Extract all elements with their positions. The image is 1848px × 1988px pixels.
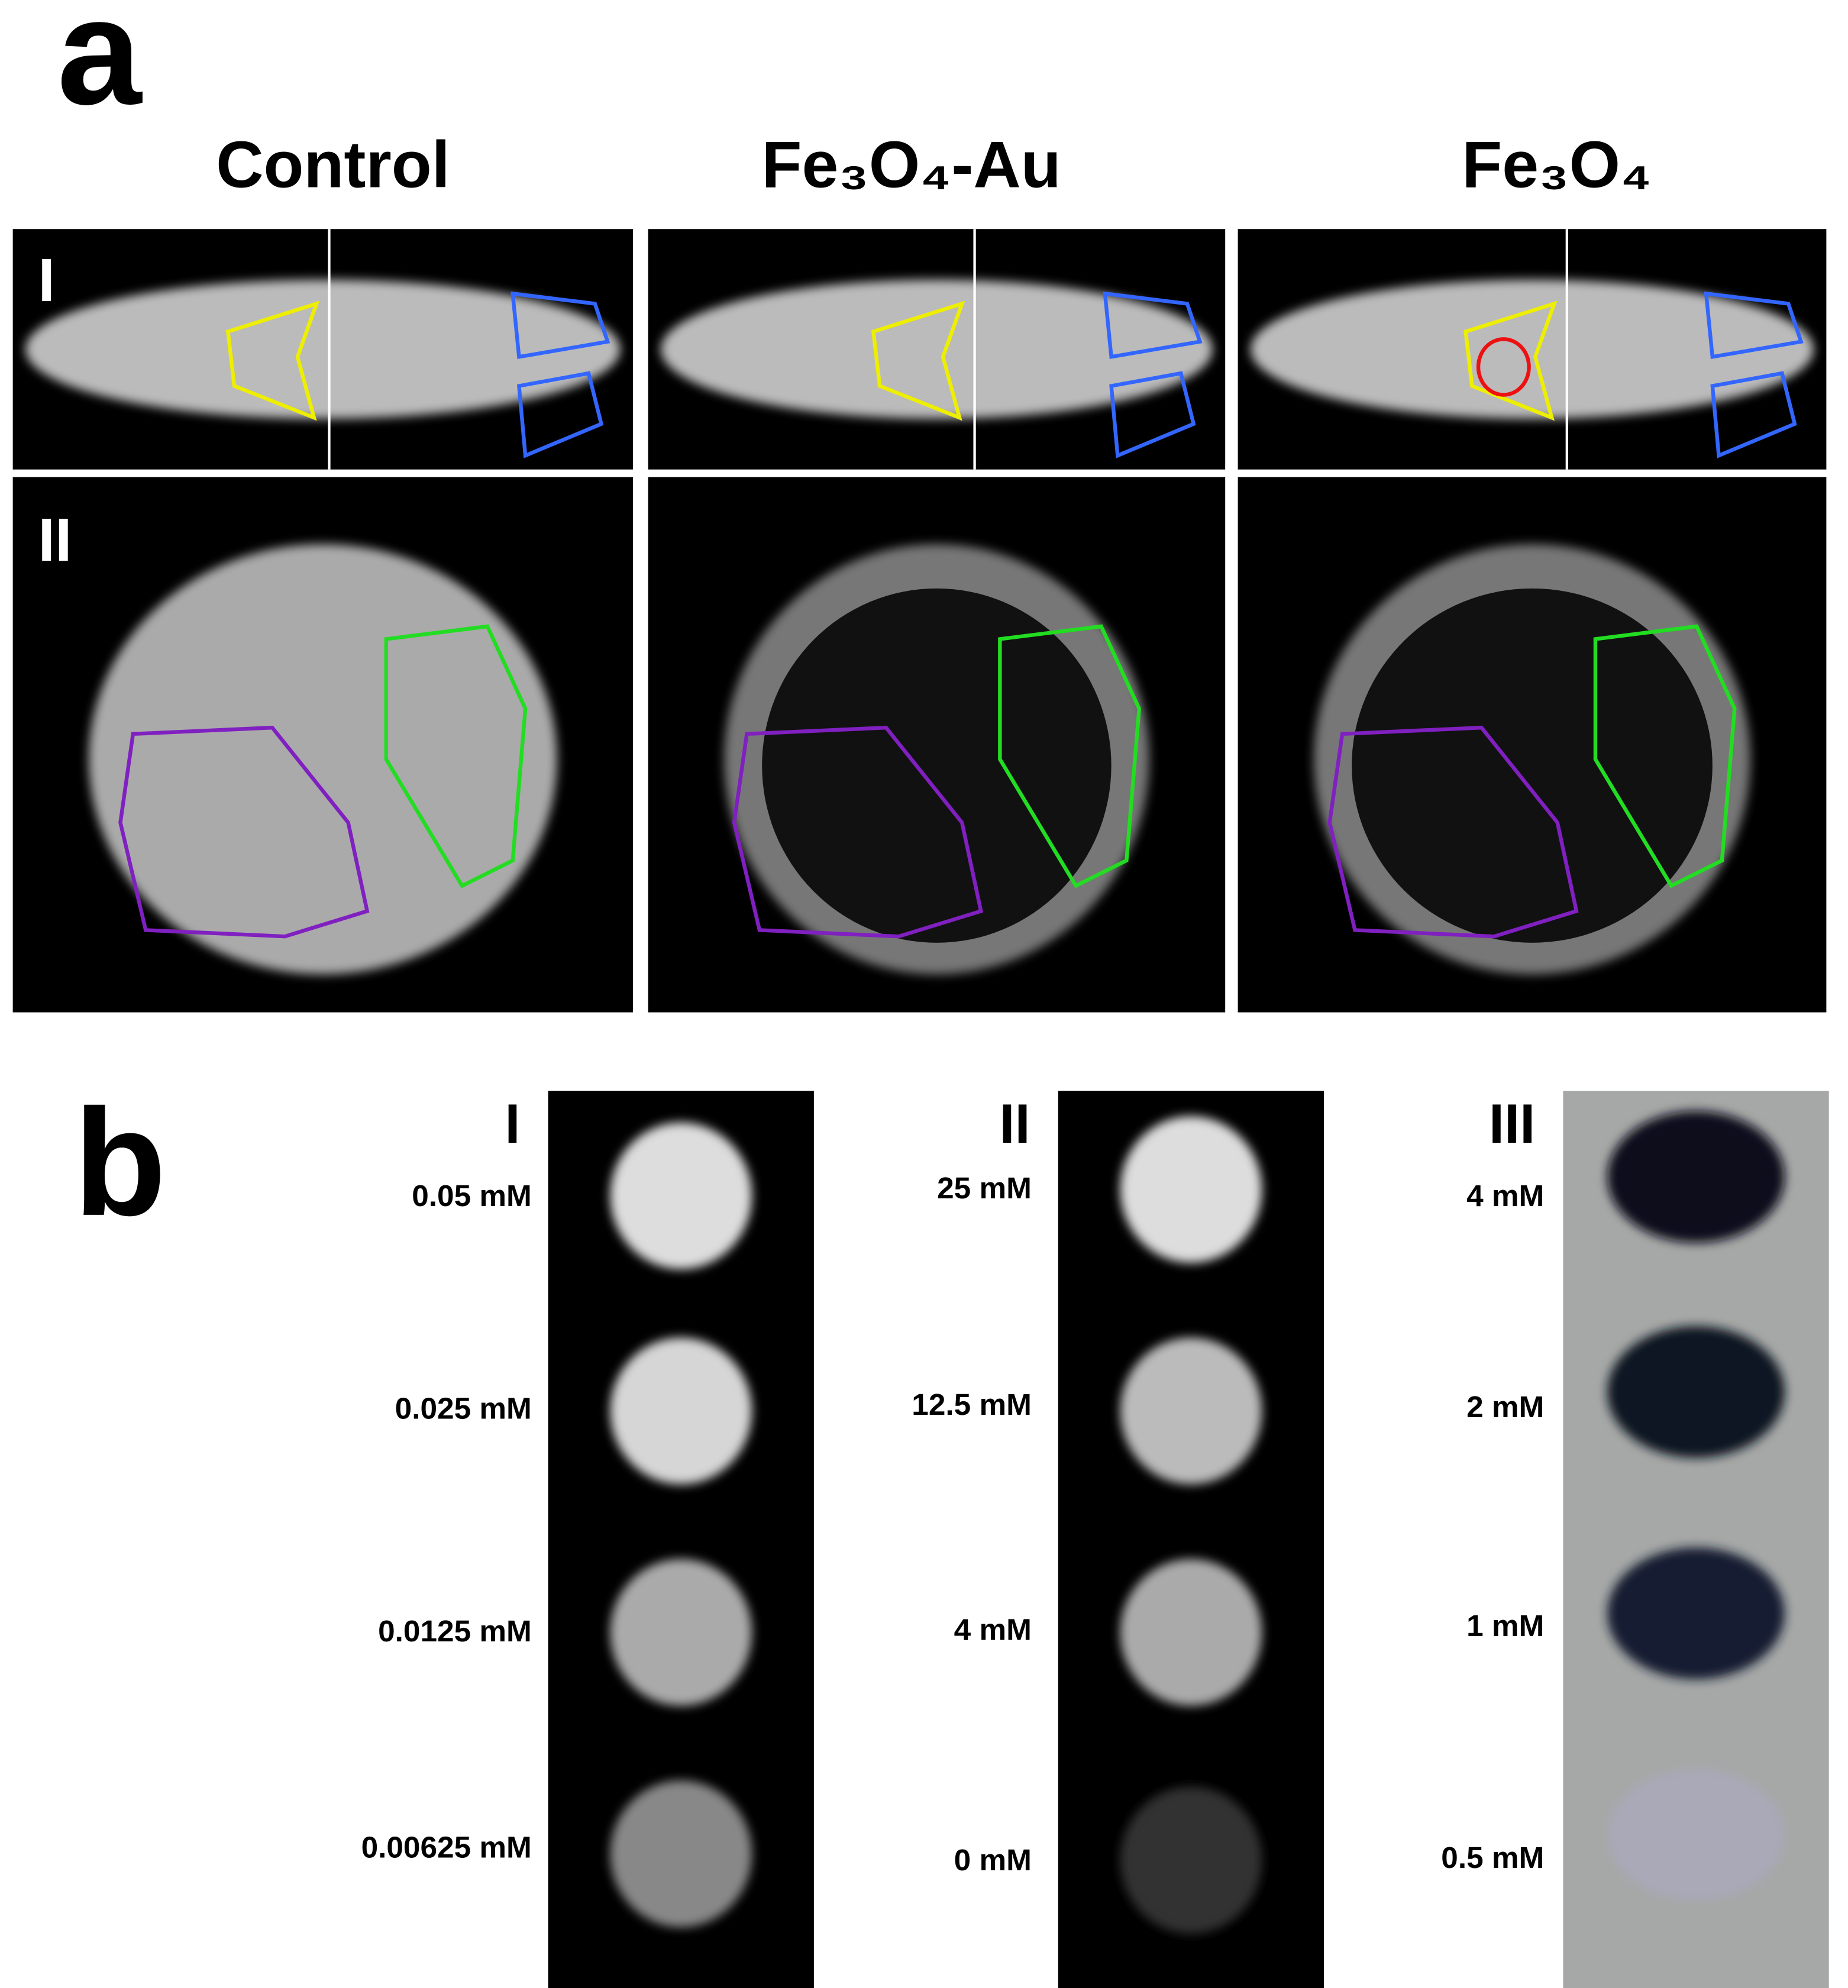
row-label: II (38, 506, 72, 574)
concentration-label: 4 mM (1466, 1179, 1544, 1213)
roi-outline (1463, 300, 1558, 421)
sample-spot (610, 1559, 752, 1706)
group-label: II (999, 1092, 1030, 1155)
roi-outline (384, 624, 528, 888)
concentration-label: 2 mM (1466, 1390, 1544, 1424)
thorax-inner (762, 588, 1112, 943)
roi-outline (1593, 624, 1737, 888)
concentration-label: 0 mM (954, 1843, 1032, 1877)
sample-spot (1120, 1559, 1262, 1706)
mouse-body (1250, 279, 1814, 419)
roi-outline (1327, 725, 1579, 939)
concentration-label: 0.025 mM (395, 1391, 532, 1425)
sample-spot (1607, 1769, 1785, 1901)
roi-outline (1103, 291, 1203, 360)
panel-label: a (57, 0, 143, 136)
concentration-label: 0.5 mM (1441, 1841, 1544, 1874)
concentration-label: 25 mM (937, 1171, 1032, 1205)
roi-outline (1476, 337, 1531, 397)
mouse-body (661, 279, 1213, 419)
column-header: Fe₃O₄-Au (762, 128, 1061, 202)
roi-outline (998, 624, 1141, 888)
roi-outline (732, 725, 984, 939)
column-header: Control (216, 128, 450, 202)
concentration-label: 0.00625 mM (361, 1831, 532, 1864)
roi-outline (516, 371, 604, 458)
roi-outline (118, 725, 370, 939)
roi-outline (1710, 371, 1797, 458)
thorax-inner (1352, 588, 1713, 943)
group-label: III (1489, 1092, 1535, 1155)
roi-outline (1109, 371, 1196, 458)
sample-spot (610, 1337, 752, 1485)
sample-spot (1607, 1326, 1785, 1458)
group-label: I (505, 1092, 520, 1155)
concentration-label: 12.5 mM (912, 1388, 1032, 1421)
concentration-label: 0.0125 mM (378, 1614, 532, 1648)
sample-spot (610, 1780, 752, 1928)
mouse-body (25, 279, 621, 419)
concentration-label: 0.05 mM (412, 1179, 532, 1213)
panel-label: b (73, 1078, 166, 1247)
roi-outline (225, 300, 320, 421)
sample-spot (1120, 1116, 1262, 1263)
roi-outline (1704, 291, 1804, 360)
thorax (88, 544, 557, 975)
roi-outline (511, 291, 610, 360)
sample-spot (1607, 1111, 1785, 1243)
sample-spot (610, 1122, 752, 1269)
column-header: Fe₃O₄ (1462, 128, 1652, 202)
concentration-label: 1 mM (1466, 1609, 1544, 1643)
sample-spot (1120, 1337, 1262, 1485)
row-label: I (38, 246, 55, 314)
roi-outline (871, 300, 965, 421)
concentration-label: 4 mM (954, 1613, 1032, 1647)
sample-spot (1607, 1547, 1785, 1679)
sample-spot (1120, 1786, 1262, 1934)
